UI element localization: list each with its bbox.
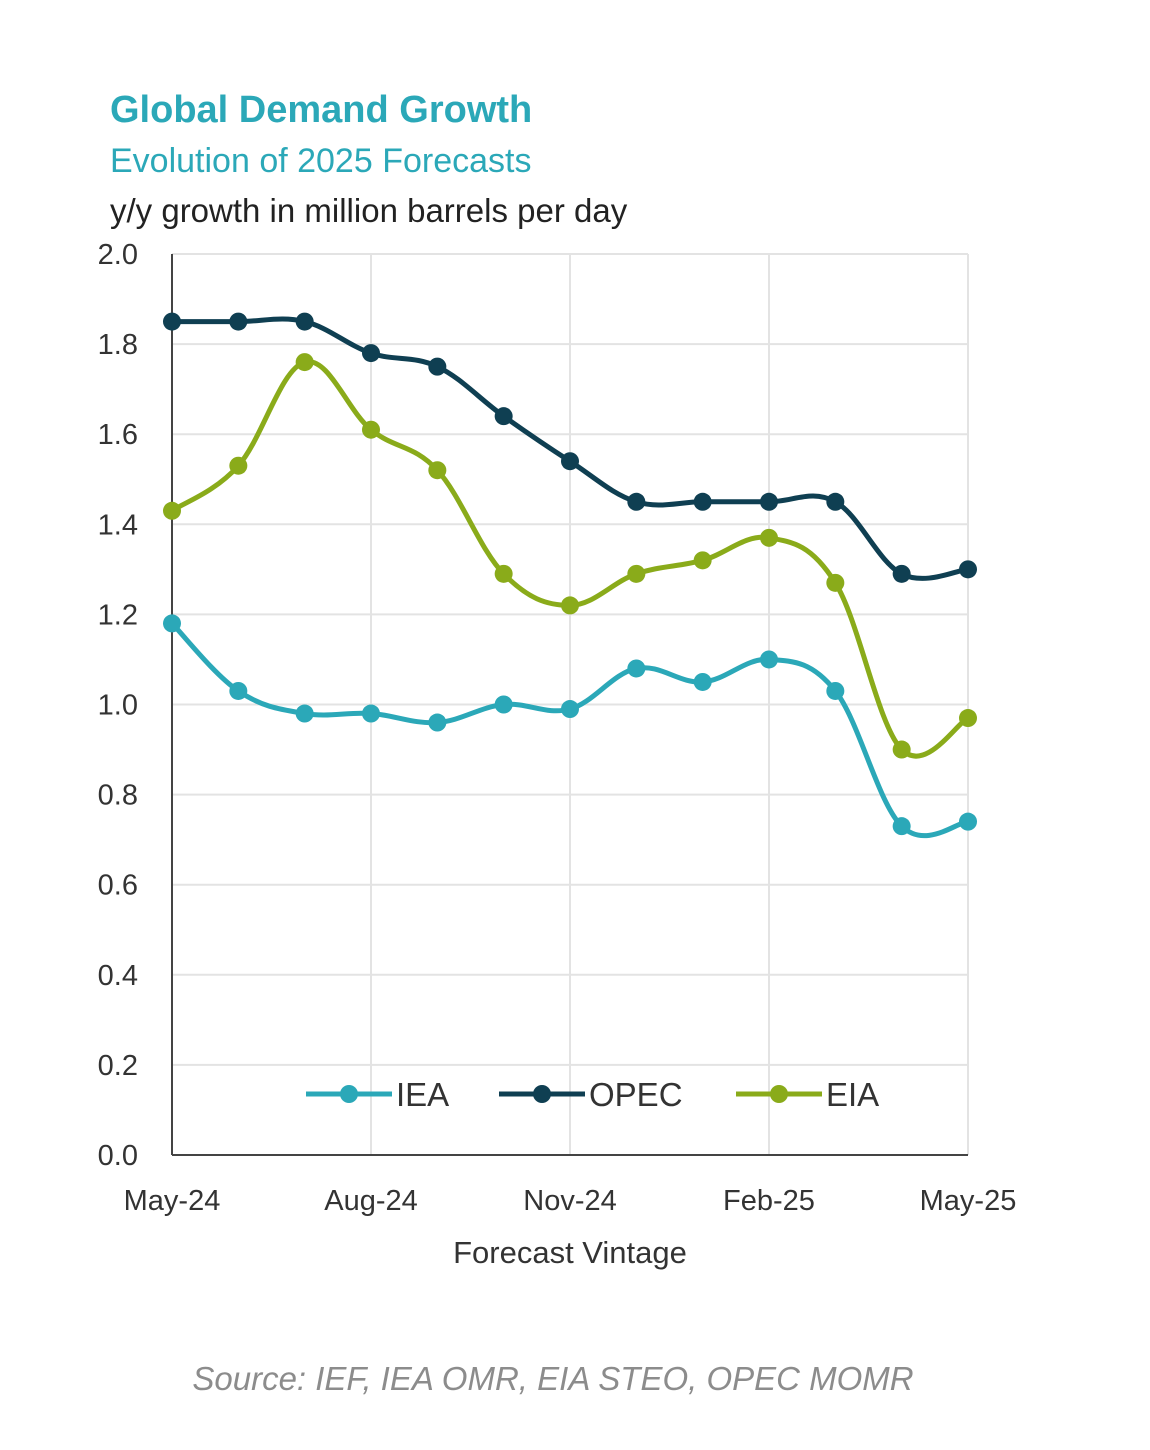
iea-point (561, 700, 579, 719)
y-tick-label: 0.6 (98, 870, 138, 902)
legend-swatch-marker (340, 1085, 358, 1103)
series-layer (163, 312, 977, 839)
y-tick-label: 1.2 (98, 599, 138, 631)
opec-point (693, 492, 712, 511)
y-tick-label: 2.0 (98, 239, 138, 271)
legend-swatch-marker (770, 1085, 788, 1103)
opec-point (362, 344, 380, 363)
legend-item-iea: IEA (306, 1076, 449, 1113)
eia-point (428, 461, 447, 480)
y-tick-label: 1.8 (98, 329, 138, 361)
iea-point (295, 704, 314, 723)
series-iea (163, 614, 977, 839)
iea-point (428, 713, 447, 732)
opec-point (826, 492, 845, 511)
eia-point (892, 740, 911, 759)
opec-point (892, 564, 911, 583)
y-tick-label: 1.6 (98, 419, 138, 451)
x-tick-label: Nov-24 (523, 1185, 617, 1217)
iea-point (760, 650, 778, 669)
y-tick-label: 0.2 (98, 1050, 138, 1082)
eia-point (295, 353, 314, 372)
opec-point (561, 452, 579, 471)
opec-point (494, 407, 513, 426)
legend-label: OPEC (589, 1076, 683, 1113)
opec-point (959, 560, 977, 579)
eia-point (561, 596, 579, 615)
opec-point (229, 312, 248, 331)
series-eia (163, 353, 977, 759)
legend-label: IEA (396, 1076, 449, 1113)
chart-subtitle: Evolution of 2025 Forecasts (110, 142, 531, 180)
y-tick-label: 1.0 (98, 690, 138, 722)
iea-point (959, 812, 977, 831)
opec-point (428, 357, 447, 376)
y-axis-label: y/y growth in million barrels per day (110, 192, 628, 229)
chart-title: Global Demand Growth (110, 89, 532, 131)
y-tick-label: 0.0 (98, 1140, 138, 1172)
x-tick-label: Feb-25 (723, 1185, 815, 1217)
axes: 0.0 0.2 0.4 0.6 0.8 1.0 1.2 1.4 1.6 1.8 2.0 May-24 A… (98, 239, 1017, 1217)
x-axis-title: Forecast Vintage (453, 1235, 687, 1270)
series-opec (163, 312, 977, 583)
x-tick-label: Aug-24 (324, 1185, 418, 1217)
eia-point (362, 420, 380, 439)
legend-item-eia: EIA (736, 1076, 879, 1113)
y-tick-label: 0.4 (98, 960, 138, 992)
legend: IEA OPEC EIA (306, 1076, 879, 1113)
legend-swatch-marker (533, 1085, 551, 1103)
iea-point (494, 695, 513, 714)
iea-point (892, 817, 911, 836)
eia-point (494, 564, 513, 583)
opec-point (760, 492, 778, 511)
opec-point (627, 492, 646, 511)
iea-point (229, 681, 248, 700)
eia-point (959, 709, 977, 728)
x-tick-label: May-24 (124, 1185, 221, 1217)
opec-point (163, 312, 181, 331)
y-tick-label: 1.4 (98, 509, 138, 541)
source-note: Source: IEF, IEA OMR, EIA STEO, OPEC MOM… (192, 1360, 913, 1397)
iea-point (627, 659, 646, 678)
eia-point (229, 456, 248, 475)
iea-point (826, 681, 845, 700)
iea-point (362, 704, 380, 723)
iea-point (693, 672, 712, 691)
eia-point (163, 501, 181, 520)
iea-point (163, 614, 181, 633)
opec-point (295, 312, 314, 331)
legend-label: EIA (826, 1076, 879, 1113)
legend-item-opec: OPEC (499, 1076, 683, 1113)
x-tick-label: May-25 (920, 1185, 1017, 1217)
eia-point (760, 528, 778, 547)
eia-point (693, 551, 712, 570)
y-tick-label: 0.8 (98, 780, 138, 812)
eia-point (627, 564, 646, 583)
eia-point (826, 573, 845, 592)
